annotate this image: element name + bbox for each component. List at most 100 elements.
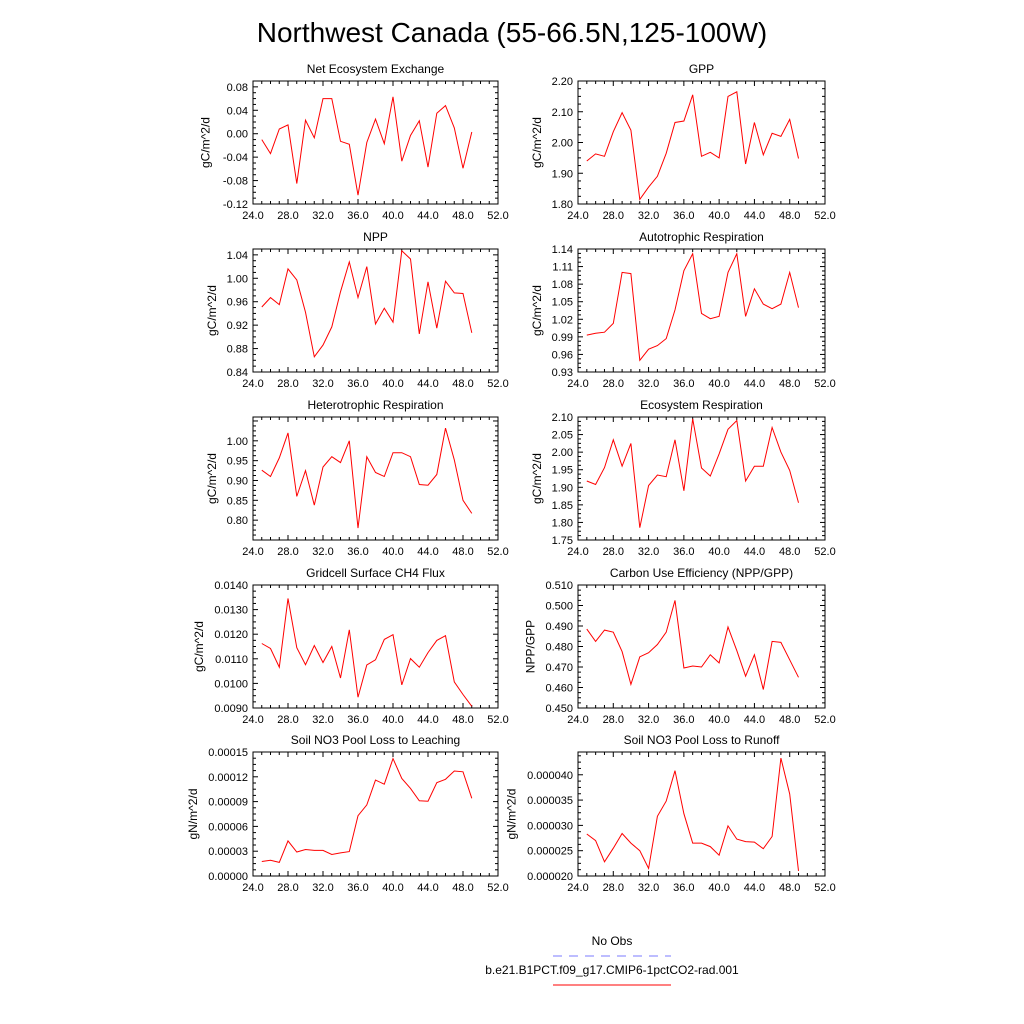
y-tick-label: 0.00015 [208, 747, 248, 759]
y-tick-label: 1.80 [552, 517, 573, 529]
y-tick-label: 1.90 [552, 482, 573, 494]
x-tick-label: 44.0 [417, 378, 438, 390]
x-tick-label: 52.0 [814, 546, 835, 558]
x-tick-label: 24.0 [567, 378, 588, 390]
x-tick-label: 44.0 [744, 714, 765, 726]
y-tick-label: 0.04 [227, 105, 248, 117]
y-tick-label: 0.92 [227, 320, 248, 332]
panel-heterotrophic-respiration: Heterotrophic Respiration 24.0 28.0 32.0 36.… [205, 398, 509, 558]
legend: No Obs b.e21.B1PCT.f09_g17.CMIP6-1pctCO2… [485, 934, 739, 986]
y-tick-label: 2.20 [552, 76, 573, 88]
y-tick-label: 0.0120 [214, 629, 248, 641]
x-tick-label: 48.0 [452, 210, 473, 222]
y-axis-label: NPP/GPP [524, 620, 538, 673]
x-tick-label: 36.0 [673, 378, 694, 390]
x-tick-label: 44.0 [417, 546, 438, 558]
y-tick-label: 1.80 [552, 199, 573, 211]
y-tick-label: 0.00009 [208, 797, 248, 809]
x-tick-label: 36.0 [347, 546, 368, 558]
x-tick-label: 40.0 [382, 714, 403, 726]
y-tick-label: 0.00012 [208, 772, 248, 784]
x-tick-label: 28.0 [277, 546, 298, 558]
y-axis-label: gN/m^2/d [505, 789, 519, 840]
x-tick-label: 32.0 [312, 714, 333, 726]
x-tick-label: 24.0 [242, 210, 263, 222]
panel-title: Carbon Use Efficiency (NPP/GPP) [610, 566, 793, 580]
x-tick-label: 24.0 [567, 546, 588, 558]
panel-net-ecosystem-exchange: Net Ecosystem Exchange 24.0 28.0 32.0 36.0 40… [199, 62, 509, 222]
x-tick-label: 40.0 [382, 210, 403, 222]
x-tick-label: 24.0 [242, 378, 263, 390]
y-tick-label: 0.480 [545, 642, 573, 654]
x-tick-label: 28.0 [603, 378, 624, 390]
y-tick-label: 0.0090 [214, 703, 248, 715]
panel-autotrophic-respiration: Autotrophic Respiration 24.0 28.0 32.0 36.0 4… [530, 230, 836, 390]
x-tick-label: 24.0 [567, 210, 588, 222]
y-tick-label: 0.99 [552, 332, 573, 344]
y-tick-label: 1.85 [552, 500, 573, 512]
x-tick-label: 28.0 [603, 546, 624, 558]
panel-title: Net Ecosystem Exchange [307, 62, 445, 76]
y-tick-label: 0.490 [545, 621, 573, 633]
y-tick-label: 0.96 [227, 297, 248, 309]
x-tick-label: 48.0 [452, 714, 473, 726]
x-tick-label: 32.0 [312, 378, 333, 390]
x-tick-label: 52.0 [814, 714, 835, 726]
y-tick-label: 0.0140 [214, 580, 248, 592]
figure-title: Northwest Canada (55-66.5N,125-100W) [257, 17, 767, 48]
y-tick-label: 1.08 [552, 279, 573, 291]
y-axis-label: gC/m^2/d [530, 117, 544, 168]
y-tick-label: 0.0100 [214, 678, 248, 690]
y-axis-label: gC/m^2/d [530, 285, 544, 336]
plot-frame [252, 80, 499, 205]
x-tick-label: 28.0 [277, 714, 298, 726]
series-line [261, 427, 473, 529]
x-tick-label: 28.0 [603, 882, 624, 894]
y-tick-label: 1.11 [552, 262, 573, 274]
y-axis-label: gC/m^2/d [205, 285, 219, 336]
x-tick-label: 52.0 [487, 714, 508, 726]
x-tick-label: 40.0 [382, 882, 403, 894]
plot-frame [252, 248, 499, 373]
panel-title: GPP [689, 62, 714, 76]
panel-title: Autotrophic Respiration [639, 230, 764, 244]
y-tick-label: 0.80 [227, 515, 248, 527]
series-line [586, 757, 799, 871]
plot-frame [577, 751, 826, 877]
y-tick-label: 0.000030 [527, 820, 573, 832]
y-tick-label: 0.000020 [527, 871, 573, 883]
legend-case-label: b.e21.B1PCT.f09_g17.CMIP6-1pctCO2-rad.00… [485, 963, 739, 977]
y-tick-label: 1.00 [227, 273, 248, 285]
y-tick-label: 1.02 [552, 314, 573, 326]
y-tick-label: -0.08 [223, 176, 248, 188]
x-tick-label: 28.0 [277, 378, 298, 390]
y-tick-label: 2.10 [552, 412, 573, 424]
x-tick-label: 32.0 [638, 714, 659, 726]
x-tick-label: 32.0 [638, 546, 659, 558]
y-tick-label: 0.000035 [527, 795, 573, 807]
x-tick-label: 32.0 [638, 210, 659, 222]
x-tick-label: 48.0 [452, 546, 473, 558]
x-tick-label: 24.0 [242, 714, 263, 726]
panel-title: Ecosystem Respiration [640, 398, 763, 412]
x-tick-label: 44.0 [744, 378, 765, 390]
series-line [586, 91, 799, 201]
y-tick-label: 0.84 [227, 367, 248, 379]
x-tick-label: 44.0 [417, 714, 438, 726]
x-tick-label: 24.0 [567, 882, 588, 894]
x-tick-label: 48.0 [779, 546, 800, 558]
y-tick-label: 1.00 [227, 436, 248, 448]
x-tick-label: 48.0 [779, 210, 800, 222]
series-line [586, 418, 799, 528]
x-tick-label: 28.0 [277, 882, 298, 894]
y-axis-label: gC/m^2/d [530, 453, 544, 504]
x-tick-label: 32.0 [312, 882, 333, 894]
y-tick-label: 0.00003 [208, 846, 248, 858]
y-axis-label: gC/m^2/d [192, 621, 206, 672]
x-tick-label: 32.0 [638, 378, 659, 390]
y-tick-label: 0.90 [227, 475, 248, 487]
plot-frame [577, 584, 826, 709]
x-tick-label: 24.0 [567, 714, 588, 726]
y-tick-label: 0.0130 [214, 605, 248, 617]
plot-frame [252, 584, 499, 709]
